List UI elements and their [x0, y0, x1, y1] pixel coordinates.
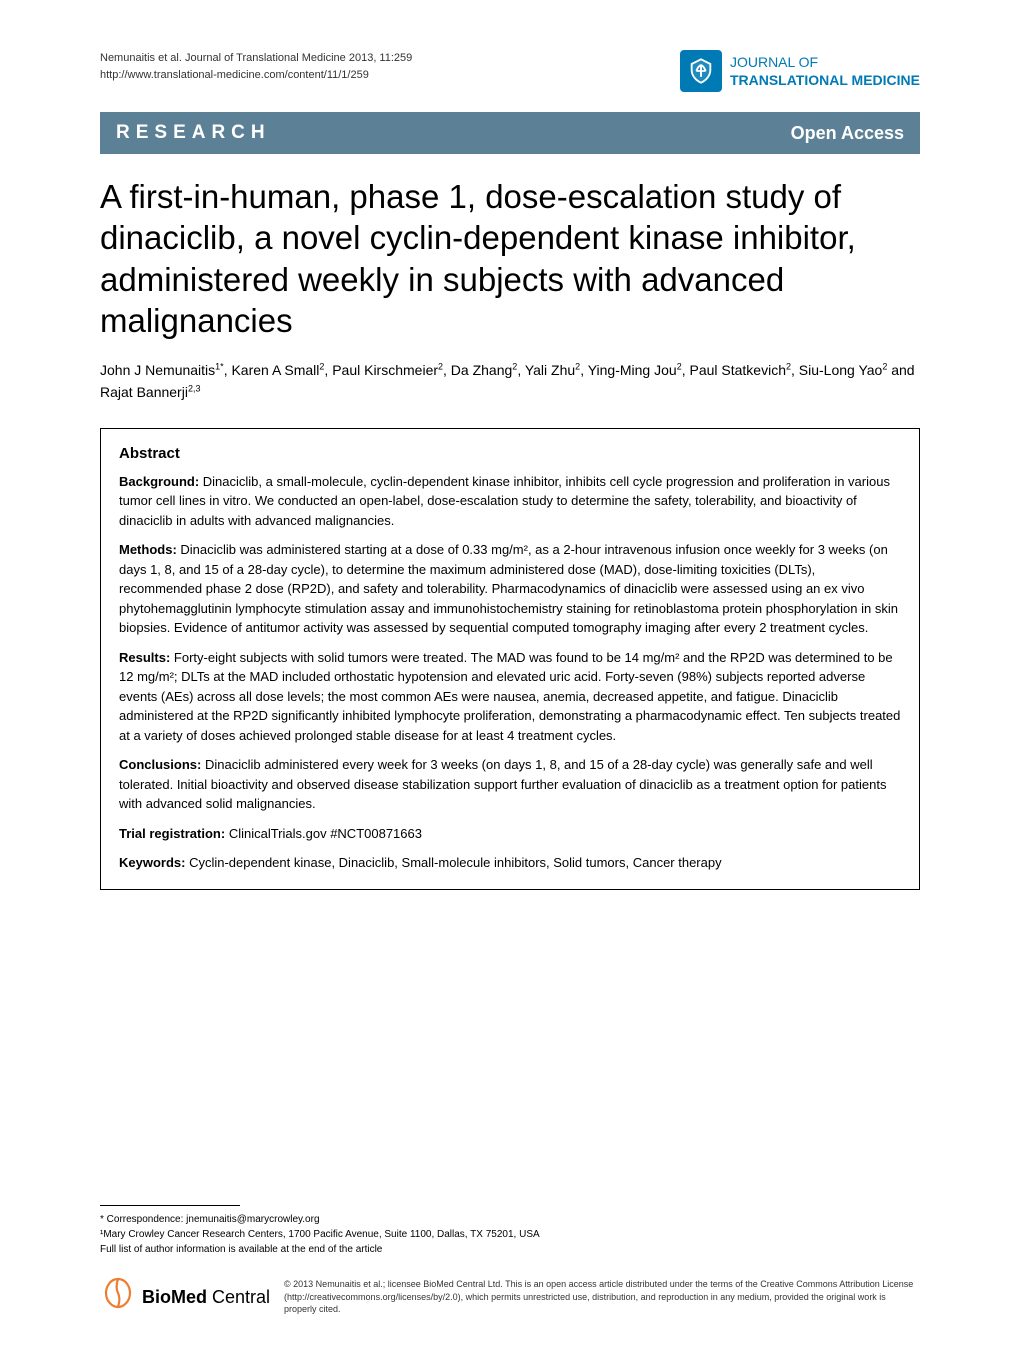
biomed-light: Central	[207, 1287, 270, 1307]
abstract-background-text: Dinaciclib, a small-molecule, cyclin-dep…	[119, 474, 890, 528]
article-type-banner: RESEARCH Open Access	[100, 112, 920, 154]
journal-name-line2: TRANSLATIONAL MEDICINE	[730, 71, 920, 89]
abstract-methods: Methods: Dinaciclib was administered sta…	[119, 540, 901, 638]
abstract-conclusions: Conclusions: Dinaciclib administered eve…	[119, 755, 901, 814]
biomed-logo: BioMed Central	[100, 1275, 270, 1319]
abstract-keywords-label: Keywords:	[119, 855, 185, 870]
abstract-results: Results: Forty-eight subjects with solid…	[119, 648, 901, 746]
page-container: Nemunaitis et al. Journal of Translation…	[0, 0, 1020, 1359]
footer: * Correspondence: jnemunaitis@marycrowle…	[100, 1205, 920, 1319]
footer-rule	[100, 1205, 240, 1206]
open-access-label: Open Access	[791, 123, 904, 144]
journal-logo-icon	[680, 50, 722, 92]
header-row: Nemunaitis et al. Journal of Translation…	[100, 50, 920, 92]
article-type: RESEARCH	[116, 122, 271, 144]
abstract-trial-text: ClinicalTrials.gov #NCT00871663	[225, 826, 422, 841]
biomed-icon	[100, 1275, 136, 1319]
journal-name-line1: JOURNAL OF	[730, 53, 920, 71]
biomed-logo-text: BioMed Central	[142, 1284, 270, 1311]
abstract-results-text: Forty-eight subjects with solid tumors w…	[119, 650, 900, 743]
abstract-box: Abstract Background: Dinaciclib, a small…	[100, 428, 920, 890]
abstract-conclusions-label: Conclusions:	[119, 757, 201, 772]
biomed-row: BioMed Central © 2013 Nemunaitis et al.;…	[100, 1275, 920, 1319]
affiliation: ¹Mary Crowley Cancer Research Centers, 1…	[100, 1227, 920, 1242]
article-title: A first-in-human, phase 1, dose-escalati…	[100, 176, 920, 341]
abstract-keywords: Keywords: Cyclin-dependent kinase, Dinac…	[119, 853, 901, 873]
citation-url[interactable]: http://www.translational-medicine.com/co…	[100, 67, 412, 84]
spacer	[100, 890, 920, 1205]
copyright-text: © 2013 Nemunaitis et al.; licensee BioMe…	[284, 1278, 920, 1316]
abstract-background: Background: Dinaciclib, a small-molecule…	[119, 472, 901, 531]
abstract-methods-label: Methods:	[119, 542, 177, 557]
abstract-keywords-text: Cyclin-dependent kinase, Dinaciclib, Sma…	[185, 855, 721, 870]
abstract-trial: Trial registration: ClinicalTrials.gov #…	[119, 824, 901, 844]
biomed-bold: BioMed	[142, 1287, 207, 1307]
abstract-methods-text: Dinaciclib was administered starting at …	[119, 542, 898, 635]
authors-line: John J Nemunaitis1*, Karen A Small2, Pau…	[100, 359, 920, 404]
abstract-background-label: Background:	[119, 474, 199, 489]
abstract-trial-label: Trial registration:	[119, 826, 225, 841]
header-citation-block: Nemunaitis et al. Journal of Translation…	[100, 50, 412, 83]
abstract-heading: Abstract	[119, 445, 901, 462]
full-author-list-note: Full list of author information is avail…	[100, 1242, 920, 1257]
journal-name: JOURNAL OF TRANSLATIONAL MEDICINE	[730, 53, 920, 89]
abstract-results-label: Results:	[119, 650, 170, 665]
journal-brand: JOURNAL OF TRANSLATIONAL MEDICINE	[680, 50, 920, 92]
correspondence: * Correspondence: jnemunaitis@marycrowle…	[100, 1212, 920, 1227]
abstract-conclusions-text: Dinaciclib administered every week for 3…	[119, 757, 886, 811]
citation-text: Nemunaitis et al. Journal of Translation…	[100, 50, 412, 67]
